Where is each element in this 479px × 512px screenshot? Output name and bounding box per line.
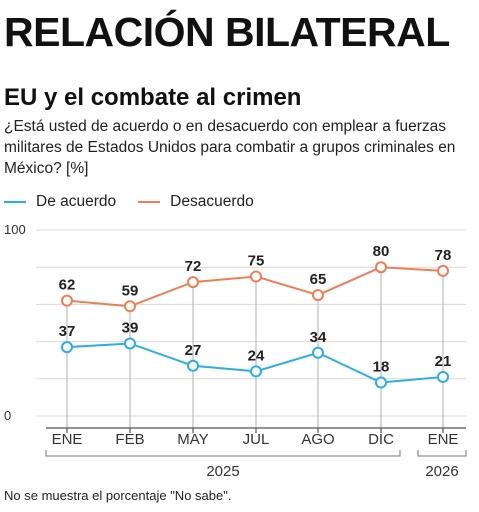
data-label-desacuerdo: 65 [310,271,327,288]
data-label-acuerdo: 39 [122,319,139,336]
data-label-acuerdo: 27 [185,342,202,359]
y-tick-label: 0 [4,408,11,423]
data-label-acuerdo: 34 [310,329,327,346]
x-tick-label: JUL [243,431,270,448]
legend-swatch-acuerdo [4,201,26,203]
data-label-desacuerdo: 78 [435,247,452,264]
data-label-acuerdo: 21 [435,353,452,370]
data-point-acuerdo [61,341,73,354]
x-tick-label: MAY [177,431,208,448]
data-label-acuerdo: 24 [248,347,265,364]
data-label-acuerdo: 37 [59,323,76,340]
data-point-desacuerdo [250,270,262,283]
year-bracket [417,450,467,457]
section-kicker: RELACIÓN BILATERAL [4,9,450,55]
footnote: No se muestra el porcentaje "No sabe". [4,488,232,503]
chart-title: EU y el combate al crimen [4,84,302,111]
data-point-desacuerdo [312,289,324,302]
year-label: 2026 [425,463,458,480]
year-bracket [45,450,401,457]
data-point-desacuerdo [61,294,73,307]
data-point-acuerdo [124,337,136,350]
y-tick-label: 100 [4,222,26,237]
data-point-acuerdo [250,365,262,378]
chart-legend: De acuerdo Desacuerdo [4,191,276,213]
legend-label-desacuerdo: Desacuerdo [170,193,254,210]
chart-subtitle: ¿Está usted de acuerdo o en desacuerdo c… [4,118,456,177]
data-label-desacuerdo: 80 [373,243,390,260]
data-point-acuerdo [437,370,449,383]
year-label: 2025 [206,463,239,480]
x-tick-label: AGO [301,431,334,448]
data-point-desacuerdo [375,261,387,274]
data-label-desacuerdo: 62 [59,277,76,294]
legend-label-acuerdo: De acuerdo [36,193,117,210]
data-point-desacuerdo [437,264,449,277]
x-tick-label: DIC [368,431,394,448]
data-point-acuerdo [187,359,199,372]
data-point-acuerdo [312,346,324,359]
data-point-acuerdo [375,376,387,389]
data-label-desacuerdo: 75 [248,253,265,270]
legend-item-acuerdo: De acuerdo [4,193,116,211]
legend-item-desacuerdo: Desacuerdo [138,193,254,211]
data-label-desacuerdo: 72 [185,258,202,275]
data-label-desacuerdo: 59 [122,282,139,299]
legend-swatch-desacuerdo [138,201,161,203]
data-point-desacuerdo [187,276,199,289]
x-tick-label: FEB [115,431,144,448]
x-tick-label: ENE [52,431,83,448]
data-label-acuerdo: 18 [373,359,390,376]
data-point-desacuerdo [124,300,136,313]
x-tick-label: ENE [428,431,459,448]
